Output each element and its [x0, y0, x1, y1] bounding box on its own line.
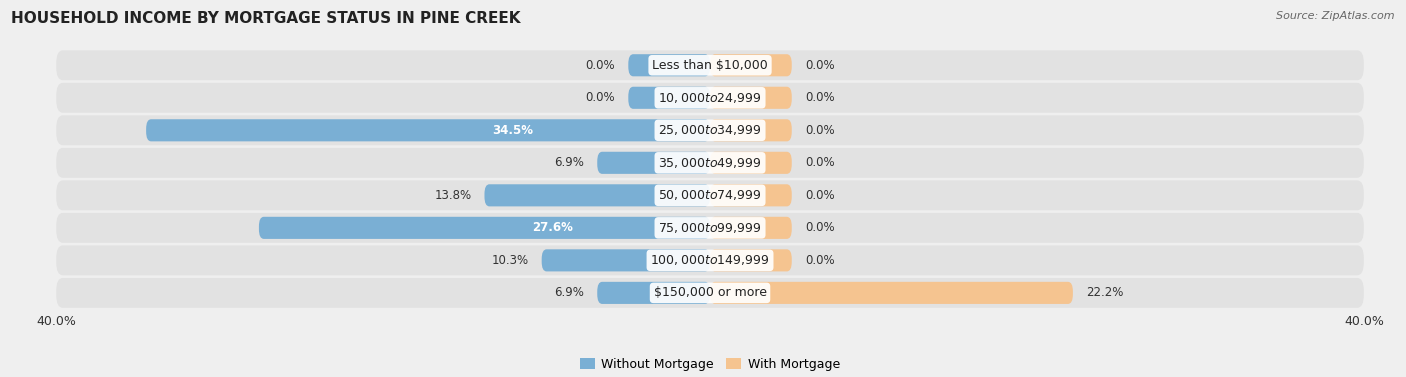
- FancyBboxPatch shape: [56, 83, 1364, 113]
- FancyBboxPatch shape: [56, 180, 1364, 210]
- Text: $150,000 or more: $150,000 or more: [654, 287, 766, 299]
- Text: 0.0%: 0.0%: [804, 91, 834, 104]
- Text: 0.0%: 0.0%: [804, 254, 834, 267]
- Text: 34.5%: 34.5%: [492, 124, 533, 137]
- FancyBboxPatch shape: [598, 152, 710, 174]
- FancyBboxPatch shape: [56, 245, 1364, 275]
- Text: Less than $10,000: Less than $10,000: [652, 59, 768, 72]
- Text: 27.6%: 27.6%: [531, 221, 572, 234]
- FancyBboxPatch shape: [56, 278, 1364, 308]
- Text: 0.0%: 0.0%: [804, 59, 834, 72]
- FancyBboxPatch shape: [598, 282, 710, 304]
- FancyBboxPatch shape: [710, 249, 792, 271]
- FancyBboxPatch shape: [710, 54, 792, 76]
- Text: 0.0%: 0.0%: [804, 189, 834, 202]
- Text: Source: ZipAtlas.com: Source: ZipAtlas.com: [1277, 11, 1395, 21]
- FancyBboxPatch shape: [710, 152, 792, 174]
- FancyBboxPatch shape: [628, 87, 710, 109]
- Text: 0.0%: 0.0%: [804, 124, 834, 137]
- FancyBboxPatch shape: [56, 213, 1364, 243]
- FancyBboxPatch shape: [146, 119, 710, 141]
- FancyBboxPatch shape: [56, 115, 1364, 145]
- Text: $50,000 to $74,999: $50,000 to $74,999: [658, 188, 762, 202]
- FancyBboxPatch shape: [56, 148, 1364, 178]
- FancyBboxPatch shape: [710, 282, 1073, 304]
- FancyBboxPatch shape: [541, 249, 710, 271]
- FancyBboxPatch shape: [628, 54, 710, 76]
- FancyBboxPatch shape: [259, 217, 710, 239]
- FancyBboxPatch shape: [56, 50, 1364, 80]
- Text: 0.0%: 0.0%: [804, 156, 834, 169]
- Text: $75,000 to $99,999: $75,000 to $99,999: [658, 221, 762, 235]
- Text: 13.8%: 13.8%: [434, 189, 471, 202]
- Text: $100,000 to $149,999: $100,000 to $149,999: [651, 253, 769, 267]
- Text: HOUSEHOLD INCOME BY MORTGAGE STATUS IN PINE CREEK: HOUSEHOLD INCOME BY MORTGAGE STATUS IN P…: [11, 11, 520, 26]
- Text: 10.3%: 10.3%: [492, 254, 529, 267]
- Text: 0.0%: 0.0%: [804, 221, 834, 234]
- FancyBboxPatch shape: [710, 87, 792, 109]
- Text: $10,000 to $24,999: $10,000 to $24,999: [658, 91, 762, 105]
- FancyBboxPatch shape: [710, 119, 792, 141]
- FancyBboxPatch shape: [710, 184, 792, 206]
- Legend: Without Mortgage, With Mortgage: Without Mortgage, With Mortgage: [575, 353, 845, 376]
- Text: $35,000 to $49,999: $35,000 to $49,999: [658, 156, 762, 170]
- Text: 22.2%: 22.2%: [1085, 287, 1123, 299]
- FancyBboxPatch shape: [485, 184, 710, 206]
- Text: 6.9%: 6.9%: [554, 287, 583, 299]
- FancyBboxPatch shape: [710, 217, 792, 239]
- Text: 0.0%: 0.0%: [586, 59, 616, 72]
- Text: $25,000 to $34,999: $25,000 to $34,999: [658, 123, 762, 137]
- Text: 0.0%: 0.0%: [586, 91, 616, 104]
- Text: 6.9%: 6.9%: [554, 156, 583, 169]
